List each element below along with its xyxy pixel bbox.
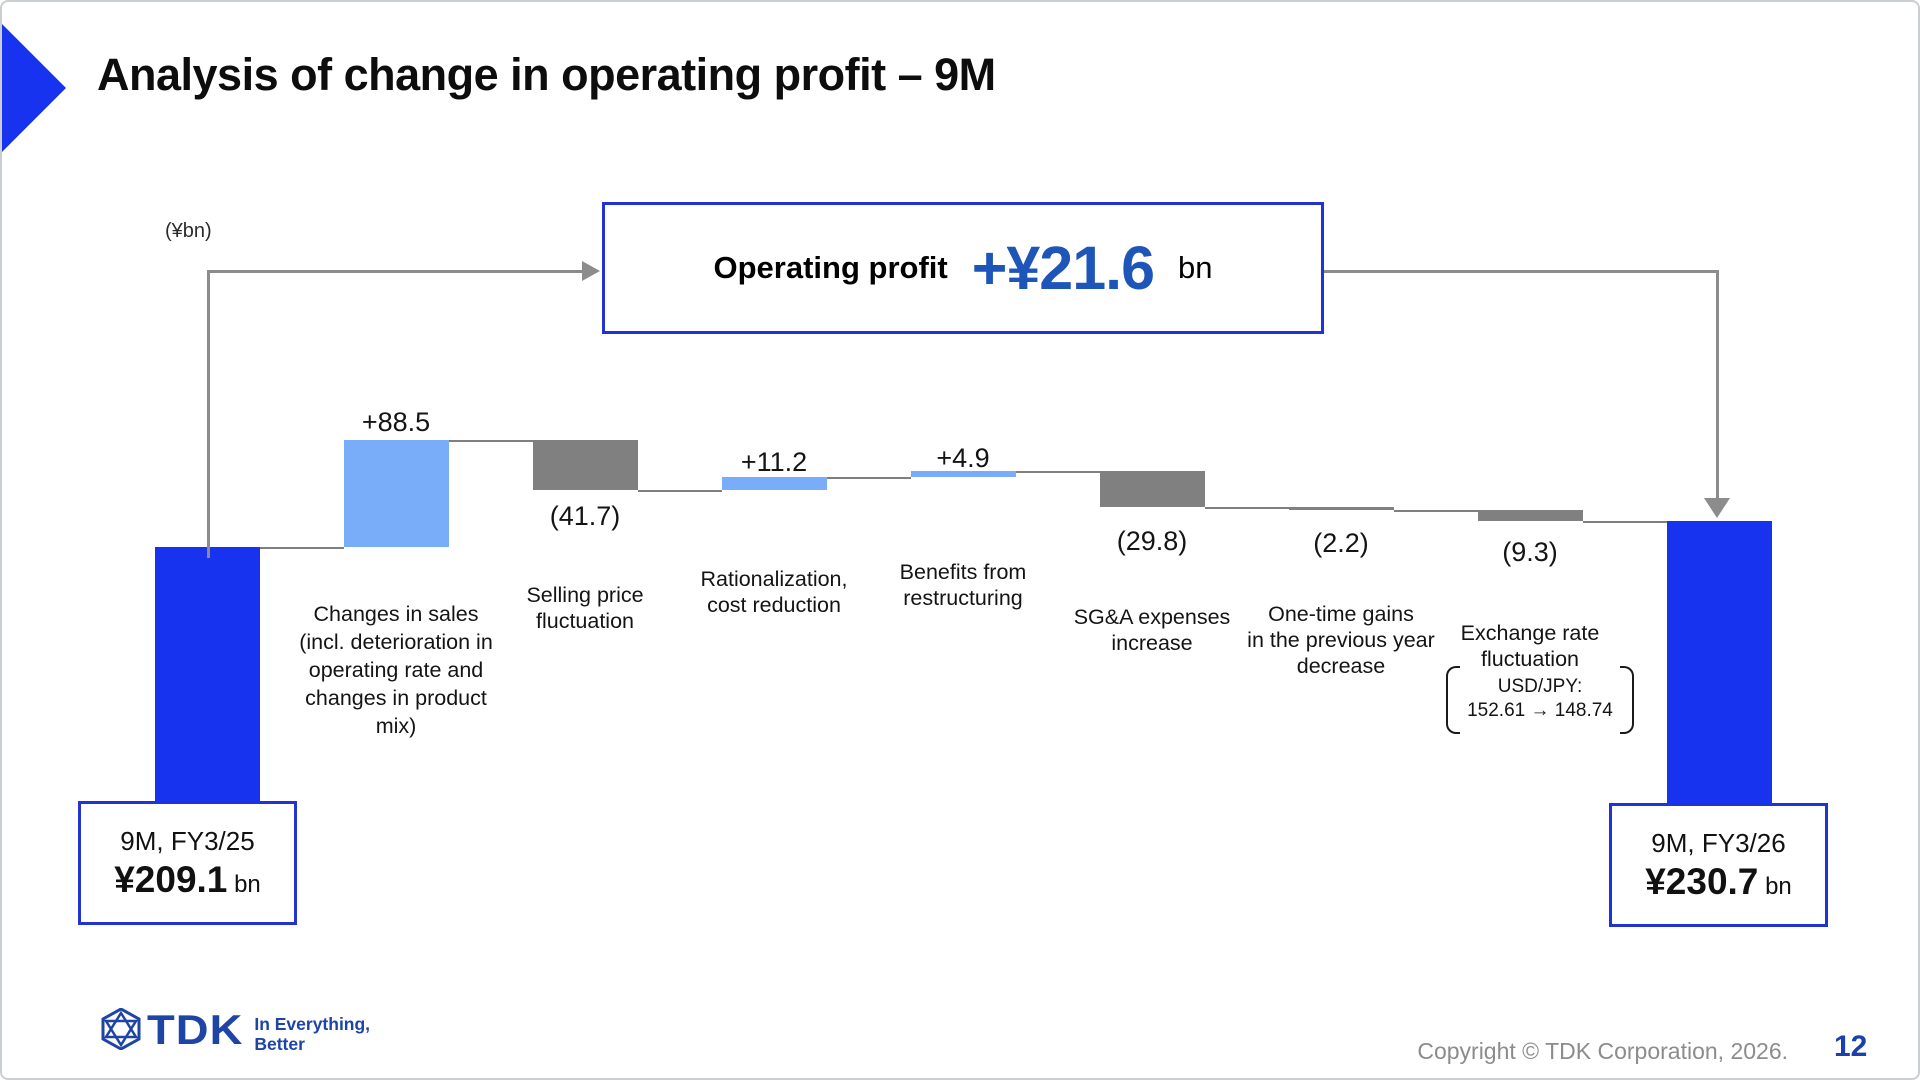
waterfall-bar-increase	[721, 476, 827, 491]
category-label: Exchange rate fluctuation	[1405, 620, 1655, 672]
waterfall-bar-decrease	[1099, 470, 1205, 507]
copyright-text: Copyright © TDK Corporation, 2026.	[1417, 1038, 1788, 1064]
page-number: 12	[1834, 1030, 1868, 1063]
start-value-label: ¥209.1 bn	[114, 859, 261, 901]
category-label-line: SG&A expenses	[1073, 605, 1231, 629]
end-period-label: 9M, FY3/26	[1651, 827, 1786, 858]
category-label-line: cost reduction	[707, 593, 841, 617]
arrow-right-vertical-line	[1716, 270, 1719, 500]
end-value-unit: bn	[1765, 872, 1792, 900]
category-label-line: Rationalization,	[700, 567, 848, 591]
connector-line	[1393, 509, 1478, 512]
tdk-tagline-line2: Better	[254, 1034, 305, 1054]
operating-profit-callout: Operating profit +¥21.6 bn	[602, 202, 1324, 334]
tdk-wordmark: TDK	[147, 1006, 244, 1053]
operating-profit-unit: bn	[1178, 250, 1213, 285]
category-label-line: fluctuation	[535, 609, 634, 633]
connector-line	[1015, 470, 1100, 473]
category-label-line: operating rate and	[308, 658, 484, 682]
category-label-line: increase	[1111, 631, 1193, 655]
bar-value-label: (9.3)	[1502, 536, 1558, 567]
category-label-line: changes in product	[305, 686, 487, 710]
exchange-rate-note-line: USD/JPY:	[1497, 676, 1583, 697]
connector-line	[1582, 520, 1667, 523]
arrow-right-head-icon	[582, 261, 600, 281]
category-label: SG&A expenses increase	[1027, 604, 1277, 656]
category-label-line: (incl. deterioration in	[299, 630, 493, 654]
operating-profit-value: +¥21.6	[971, 234, 1155, 302]
tdk-logo: TDK In Everything, Better	[101, 1008, 370, 1054]
exchange-rate-note: USD/JPY: 152.61 → 148.74	[1446, 666, 1634, 734]
tdk-tagline: In Everything, Better	[254, 1014, 370, 1054]
category-label: Selling price fluctuation	[460, 582, 710, 634]
waterfall-bar-increase	[343, 440, 449, 547]
connector-line	[259, 547, 344, 549]
waterfall-bar-decrease	[1477, 509, 1583, 521]
waterfall-bar-end	[1666, 520, 1772, 803]
end-value-label: ¥230.7 bn	[1645, 861, 1792, 903]
category-label-line: Benefits from	[899, 560, 1027, 584]
bar-value-label: +88.5	[361, 407, 431, 438]
bar-value-label: +11.2	[740, 446, 808, 477]
end-value-number: ¥230.7	[1645, 860, 1759, 902]
category-label-line: mix)	[375, 714, 417, 738]
start-value-number: ¥209.1	[114, 858, 228, 900]
category-label-line: decrease	[1296, 654, 1386, 678]
waterfall-bar-decrease	[1288, 506, 1394, 510]
category-label-line: Exchange rate	[1460, 621, 1600, 645]
end-value-box: 9M, FY3/26 ¥230.7 bn	[1609, 803, 1828, 927]
category-label: Changes in sales (incl. deterioration in o…	[271, 600, 521, 740]
waterfall-bar-decrease	[532, 440, 638, 491]
connector-line	[637, 490, 722, 493]
category-label-line: Changes in sales	[313, 602, 479, 626]
category-label-line: restructuring	[903, 586, 1023, 610]
connector-line	[1204, 506, 1289, 509]
title-chevron-icon	[2, 24, 66, 152]
connector-line	[448, 440, 533, 443]
exchange-rate-note-line: 152.61 → 148.74	[1467, 700, 1613, 721]
waterfall-bar-start	[154, 547, 260, 801]
category-label-line: Selling price	[526, 583, 644, 607]
bar-value-label: (41.7)	[549, 501, 621, 532]
tdk-tagline-line1: In Everything,	[254, 1014, 371, 1034]
connector-line	[826, 476, 911, 479]
arrow-left-horizontal-line	[207, 270, 584, 273]
category-label: One-time gains in the previous year decrea…	[1216, 601, 1466, 679]
arrow-left-vertical-line	[207, 270, 210, 558]
page-title: Analysis of change in operating profit –…	[97, 49, 996, 100]
tdk-emblem-icon	[101, 1008, 141, 1050]
bar-value-label: (2.2)	[1313, 527, 1369, 558]
start-period-label: 9M, FY3/25	[120, 825, 255, 856]
bar-value-label: +4.9	[936, 442, 990, 473]
category-label: Rationalization, cost reduction	[649, 566, 899, 618]
category-label: Benefits from restructuring	[838, 559, 1088, 611]
start-value-unit: bn	[234, 870, 261, 898]
category-label-line: in the previous year	[1247, 628, 1435, 652]
operating-profit-label: Operating profit	[713, 250, 948, 285]
start-value-box: 9M, FY3/25 ¥209.1 bn	[78, 801, 297, 925]
category-label-line: One-time gains	[1268, 602, 1414, 626]
axis-unit-label: (¥bn)	[165, 220, 212, 242]
arrow-right-horizontal-line	[1324, 270, 1718, 273]
category-label-line: fluctuation	[1480, 647, 1579, 671]
bar-value-label: (29.8)	[1116, 525, 1188, 556]
waterfall-bar-increase	[910, 470, 1016, 477]
arrow-down-head-icon	[1704, 498, 1730, 518]
